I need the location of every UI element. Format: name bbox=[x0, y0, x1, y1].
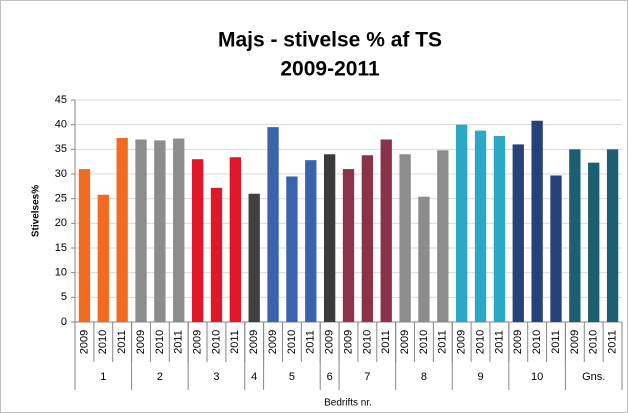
x-tick-label: 2011 bbox=[173, 330, 185, 354]
bar bbox=[97, 194, 109, 322]
y-tick-label: 5 bbox=[61, 291, 67, 303]
bar bbox=[588, 162, 600, 322]
bar bbox=[78, 169, 91, 322]
bar bbox=[267, 127, 279, 322]
bar bbox=[512, 144, 524, 322]
bar bbox=[437, 150, 449, 322]
x-tick-label: 2009 bbox=[342, 330, 354, 354]
x-tick-label: 2010 bbox=[531, 330, 543, 354]
bar bbox=[399, 154, 411, 322]
bar bbox=[569, 149, 581, 322]
x-tick-label: 2010 bbox=[210, 330, 222, 354]
group-label: 9 bbox=[477, 371, 483, 383]
x-tick-label: 2011 bbox=[493, 330, 505, 354]
x-tick-label: 2009 bbox=[324, 330, 336, 354]
x-tick-label: 2009 bbox=[399, 330, 411, 354]
bar bbox=[493, 136, 506, 322]
x-axis-title: Bedrifts nr. bbox=[324, 398, 372, 409]
x-tick-label: 2011 bbox=[380, 330, 392, 354]
bar bbox=[342, 169, 355, 322]
x-tick-label: 2009 bbox=[456, 330, 468, 354]
y-tick-label: 10 bbox=[55, 267, 67, 279]
x-tick-label: 2009 bbox=[267, 330, 279, 354]
bar bbox=[606, 149, 619, 322]
y-tick-label: 40 bbox=[55, 119, 67, 131]
x-tick-label: 2010 bbox=[474, 330, 486, 354]
y-tick-label: 15 bbox=[55, 242, 67, 254]
bar bbox=[135, 139, 147, 322]
bar bbox=[154, 140, 166, 322]
bar bbox=[474, 130, 487, 322]
y-tick-label: 25 bbox=[55, 193, 67, 205]
x-tick-label: 2011 bbox=[229, 330, 241, 354]
group-label: 1 bbox=[100, 371, 106, 383]
y-axis-title: Stivelses% bbox=[31, 185, 42, 237]
chart-title: Majs - stivelse % af TS bbox=[218, 29, 442, 52]
bar bbox=[456, 124, 468, 323]
x-tick-label: 2009 bbox=[569, 330, 581, 354]
bar bbox=[286, 176, 298, 322]
x-tick-label: 2011 bbox=[606, 330, 618, 354]
bar bbox=[380, 139, 392, 322]
y-tick-label: 45 bbox=[55, 94, 67, 106]
bar bbox=[210, 187, 223, 322]
bar bbox=[305, 160, 317, 322]
x-tick-label: 2010 bbox=[154, 330, 166, 354]
bar bbox=[229, 157, 241, 322]
x-tick-label: 2009 bbox=[512, 330, 524, 354]
x-tick-label: 2010 bbox=[588, 330, 600, 354]
x-tick-label: 2010 bbox=[286, 330, 298, 354]
x-tick-label: 2011 bbox=[437, 330, 449, 354]
group-label: 8 bbox=[421, 371, 427, 383]
x-tick-label: 2009 bbox=[78, 330, 90, 354]
bar bbox=[323, 154, 336, 322]
y-tick-label: 20 bbox=[55, 217, 67, 229]
group-label: Gns. bbox=[582, 371, 605, 383]
bar bbox=[531, 120, 543, 322]
x-tick-label: 2011 bbox=[305, 330, 317, 354]
group-label: 5 bbox=[289, 371, 295, 383]
bar bbox=[248, 193, 260, 322]
group-label: 3 bbox=[213, 371, 219, 383]
bar bbox=[418, 196, 430, 322]
bar bbox=[361, 155, 374, 322]
bar bbox=[116, 137, 128, 322]
y-tick-label: 30 bbox=[55, 168, 67, 180]
bar bbox=[191, 159, 204, 322]
x-tick-label: 2011 bbox=[550, 330, 562, 354]
group-label: 10 bbox=[531, 371, 543, 383]
chart-subtitle: 2009-2011 bbox=[280, 58, 380, 81]
x-tick-label: 2010 bbox=[418, 330, 430, 354]
group-label: 7 bbox=[364, 371, 370, 383]
x-tick-label: 2011 bbox=[116, 330, 128, 354]
y-tick-label: 35 bbox=[55, 143, 67, 155]
x-tick-label: 2009 bbox=[135, 330, 147, 354]
x-tick-label: 2010 bbox=[361, 330, 373, 354]
bar bbox=[550, 175, 562, 322]
y-tick-label: 0 bbox=[61, 316, 67, 328]
group-label: 4 bbox=[251, 371, 257, 383]
group-label: 2 bbox=[157, 371, 163, 383]
group-label: 6 bbox=[327, 371, 333, 383]
x-tick-label: 2009 bbox=[192, 330, 204, 354]
x-tick-label: 2009 bbox=[248, 330, 260, 354]
x-tick-label: 2010 bbox=[97, 330, 109, 354]
bar bbox=[173, 138, 185, 322]
